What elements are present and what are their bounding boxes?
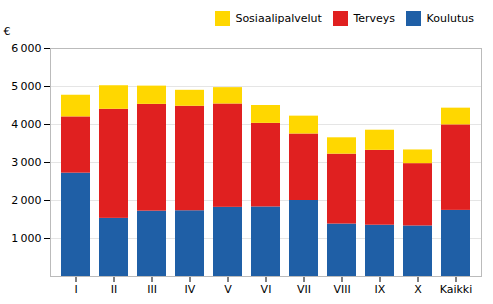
html-text:Sosiaalipalvelut: Sosiaalipalvelut bbox=[235, 12, 322, 25]
svg-text:VI: VI bbox=[261, 283, 272, 296]
svg-text:VII: VII bbox=[297, 283, 311, 296]
svg-text:II: II bbox=[111, 283, 118, 296]
svg-text:V: V bbox=[224, 283, 232, 296]
html-text:Koulutus: Koulutus bbox=[426, 12, 474, 25]
svg-text:X: X bbox=[414, 283, 422, 296]
svg-text:€: € bbox=[4, 25, 11, 38]
svg-text:5 000: 5 000 bbox=[11, 80, 41, 93]
svg-text:6 000: 6 000 bbox=[11, 42, 41, 55]
svg-text:VIII: VIII bbox=[333, 283, 350, 296]
svg-text:IX: IX bbox=[375, 283, 386, 296]
svg-text:Kaikki: Kaikki bbox=[440, 283, 473, 296]
svg-text:I: I bbox=[74, 283, 77, 296]
svg-text:IV: IV bbox=[185, 283, 196, 296]
html-text:Terveys: Terveys bbox=[353, 12, 396, 25]
svg-text:4 000: 4 000 bbox=[11, 118, 41, 131]
svg-text:1 000: 1 000 bbox=[11, 232, 41, 245]
svg-text:3 000: 3 000 bbox=[11, 156, 41, 169]
svg-text:III: III bbox=[147, 283, 157, 296]
svg-text:2 000: 2 000 bbox=[11, 194, 41, 207]
